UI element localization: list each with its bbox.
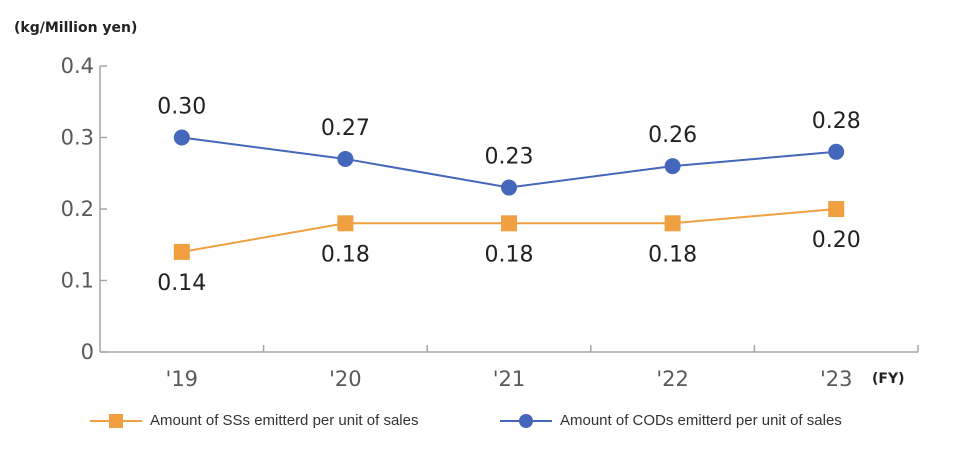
y-tick-label: 0 [81, 340, 94, 364]
chart-series: 0.14 0.18 0.18 0.18 0.20 0.30 0.27 0.23 0.26 0.28 [157, 95, 860, 296]
line-chart: 00.10.20.30.4'19'20'21'22'23 0.140.18 0.1… [61, 54, 919, 391]
data-label: 0.30 [157, 95, 206, 120]
data-label: 0.14 [157, 271, 206, 296]
data-point-marker [501, 215, 517, 232]
data-point-marker [664, 158, 681, 175]
chart-axes: 0 0.1 0.2 0.3 0.4 '19 '20 '21 '22 '23 [61, 54, 919, 391]
x-tick-label: '19 [166, 367, 199, 391]
data-label: 0.23 [485, 145, 534, 170]
data-point-marker [173, 129, 190, 146]
legend-label-ss: Amount of SSs emitterd per unit of sales [150, 412, 419, 429]
y-tick-label: 0.3 [61, 126, 94, 150]
legend-label-cod: Amount of CODs emitterd per unit of sale… [560, 412, 842, 429]
data-label: 0.18 [648, 242, 697, 267]
x-tick-label: '21 [493, 367, 526, 391]
x-tick-label: '20 [329, 367, 362, 391]
data-point-marker [828, 201, 845, 217]
data-point-marker [337, 150, 354, 167]
data-point-marker [828, 143, 845, 160]
data-label: 0.26 [648, 123, 697, 148]
data-label: 0.28 [812, 109, 861, 134]
data-point-marker [173, 243, 190, 260]
y-tick-label: 0.2 [61, 197, 94, 221]
data-point-marker [501, 179, 517, 196]
y-tick-label: 0.4 [61, 54, 94, 78]
data-label: 0.18 [485, 242, 534, 267]
data-label: 0.20 [812, 228, 861, 253]
data-label: 0.27 [321, 116, 370, 141]
data-point-marker [664, 215, 681, 232]
x-axis-unit-label: (FY) [872, 371, 905, 387]
x-tick-label: '23 [820, 367, 853, 391]
legend-item-ss: Amount of SSs emitterd per unit of sales [90, 412, 418, 429]
legend-marker-cod [500, 413, 552, 428]
data-label: 0.18 [321, 242, 370, 267]
y-tick-label: 0.1 [61, 269, 94, 293]
legend-marker-ss [90, 413, 142, 428]
x-tick-label: '22 [656, 367, 689, 391]
data-point-marker [337, 215, 354, 232]
y-axis-unit-label: (kg/Million yen) [14, 20, 138, 36]
legend-item-cod: Amount of CODs emitterd per unit of sale… [500, 412, 842, 429]
